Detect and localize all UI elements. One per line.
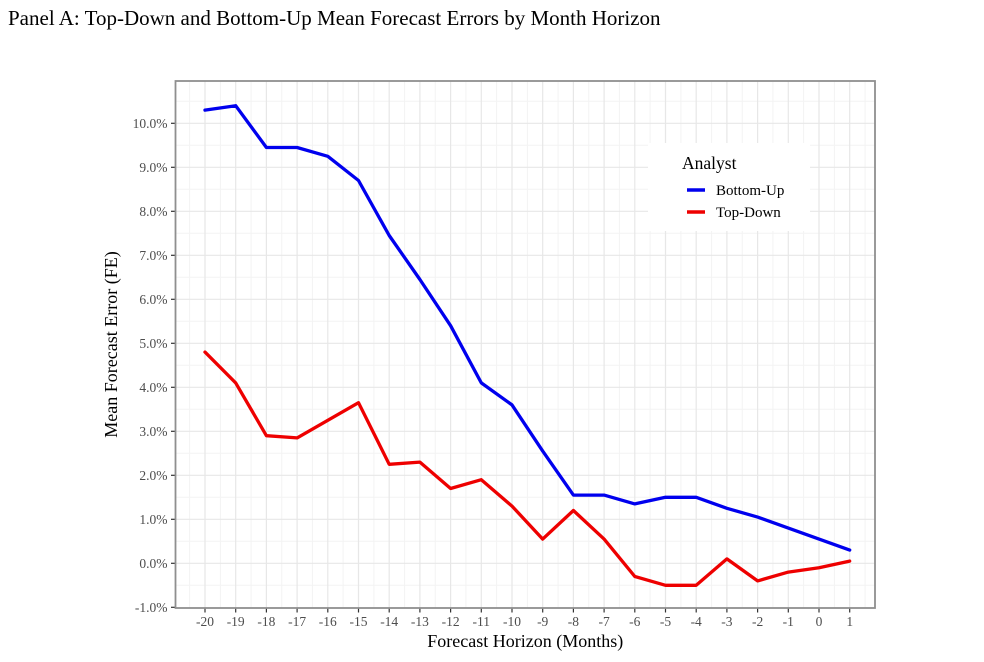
x-tick-label: -16 xyxy=(319,614,337,629)
y-tick-label: 4.0% xyxy=(139,380,167,395)
y-tick-label: 0.0% xyxy=(139,556,167,571)
x-tick-label: 1 xyxy=(846,614,853,629)
series-line-bottom-up xyxy=(203,104,852,552)
y-tick-label: 5.0% xyxy=(139,336,167,351)
y-axis-title: Mean Forecast Error (FE) xyxy=(101,251,122,437)
x-tick-label: -11 xyxy=(473,614,491,629)
legend-box xyxy=(648,143,810,231)
x-tick-label: -20 xyxy=(196,614,214,629)
x-tick-label: -5 xyxy=(660,614,671,629)
x-tick-label: -19 xyxy=(227,614,245,629)
x-tick-label: -3 xyxy=(721,614,732,629)
x-tick-label: -7 xyxy=(598,614,609,629)
x-tick-label: -1 xyxy=(783,614,794,629)
x-tick-label: -15 xyxy=(350,614,368,629)
x-tick-label: -10 xyxy=(503,614,521,629)
y-tick-label: 10.0% xyxy=(133,116,168,131)
x-tick-label: -8 xyxy=(568,614,579,629)
x-tick-label: -12 xyxy=(442,614,460,629)
y-tick-label: 8.0% xyxy=(139,204,167,219)
y-tick-label: 3.0% xyxy=(139,424,167,439)
panel-border xyxy=(174,80,876,609)
legend-label-bottom-up: Bottom-Up xyxy=(716,183,784,199)
x-axis-title: Forecast Horizon (Months) xyxy=(427,631,623,652)
y-tick-label: 2.0% xyxy=(139,468,167,483)
y-tick-label: 1.0% xyxy=(139,512,167,527)
x-tick-label: -6 xyxy=(629,614,640,629)
x-tick-label: -14 xyxy=(380,614,398,629)
x-tick-label: -13 xyxy=(411,614,429,629)
legend-label-top-down: Top-Down xyxy=(716,205,781,221)
y-tick-label: 6.0% xyxy=(139,292,167,307)
x-tick-label: -17 xyxy=(288,614,306,629)
x-tick-label: -9 xyxy=(537,614,548,629)
y-tick-label: 7.0% xyxy=(139,248,167,263)
y-tick-label: 9.0% xyxy=(139,160,167,175)
x-tick-label: -18 xyxy=(257,614,275,629)
page-title: Panel A: Top-Down and Bottom-Up Mean For… xyxy=(8,6,661,30)
legend-title: Analyst xyxy=(682,153,737,173)
x-tick-label: 0 xyxy=(816,614,823,629)
x-tick-label: -2 xyxy=(752,614,763,629)
series-line-top-down xyxy=(203,350,852,587)
y-tick-label: -1.0% xyxy=(135,600,168,615)
x-tick-label: -4 xyxy=(691,614,702,629)
